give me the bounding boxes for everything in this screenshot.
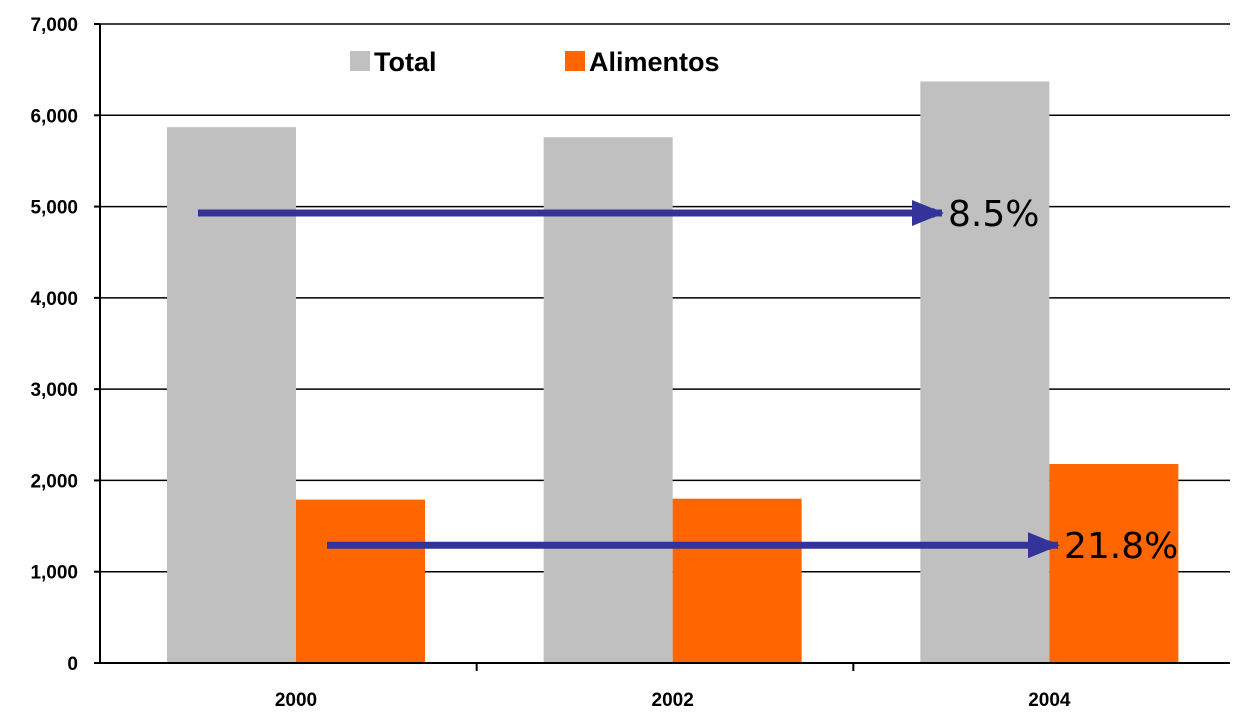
y-tick-label-2,000: 2,000 <box>30 471 78 492</box>
annotations: 8.5% 21.8% <box>198 194 1178 567</box>
axes <box>94 23 1230 671</box>
y-tick-label-1,000: 1,000 <box>30 563 78 584</box>
growth-label-total: 8.5% <box>948 194 1039 235</box>
bar-total-2004 <box>920 81 1050 663</box>
growth-arrowhead-alimentos <box>1028 532 1060 559</box>
x-tick-label-2000: 2000 <box>275 690 317 711</box>
y-tick-label-5,000: 5,000 <box>30 198 78 219</box>
y-tick-label-3,000: 3,000 <box>30 380 78 401</box>
bar-total-2000 <box>167 127 296 664</box>
bar-alimentos-2002 <box>672 498 802 663</box>
bar-alimentos-2000 <box>296 499 425 663</box>
tick-labels: 0 1,000 2,000 3,000 4,000 5,000 6,000 7,000 2000… <box>30 15 1070 711</box>
y-tick-label-6,000: 6,000 <box>30 106 78 127</box>
legend-label-alimentos: Alimentos <box>589 47 720 77</box>
growth-label-alimentos: 21.8% <box>1064 526 1178 567</box>
y-tick-label-7,000: 7,000 <box>30 15 78 36</box>
legend: Total Alimentos <box>350 47 720 77</box>
legend-swatch-total <box>350 51 370 71</box>
bar-total-2002 <box>543 137 673 664</box>
y-tick-label-4,000: 4,000 <box>30 289 78 310</box>
legend-label-total: Total <box>374 47 437 77</box>
legend-swatch-alimentos <box>565 51 585 71</box>
x-tick-label-2002: 2002 <box>652 690 694 711</box>
bars <box>167 81 1179 664</box>
x-tick-label-2004: 2004 <box>1028 690 1071 711</box>
growth-arrowhead-total <box>912 199 944 226</box>
y-tick-label-0: 0 <box>67 654 78 675</box>
bar-alimentos-2004 <box>1049 463 1179 663</box>
